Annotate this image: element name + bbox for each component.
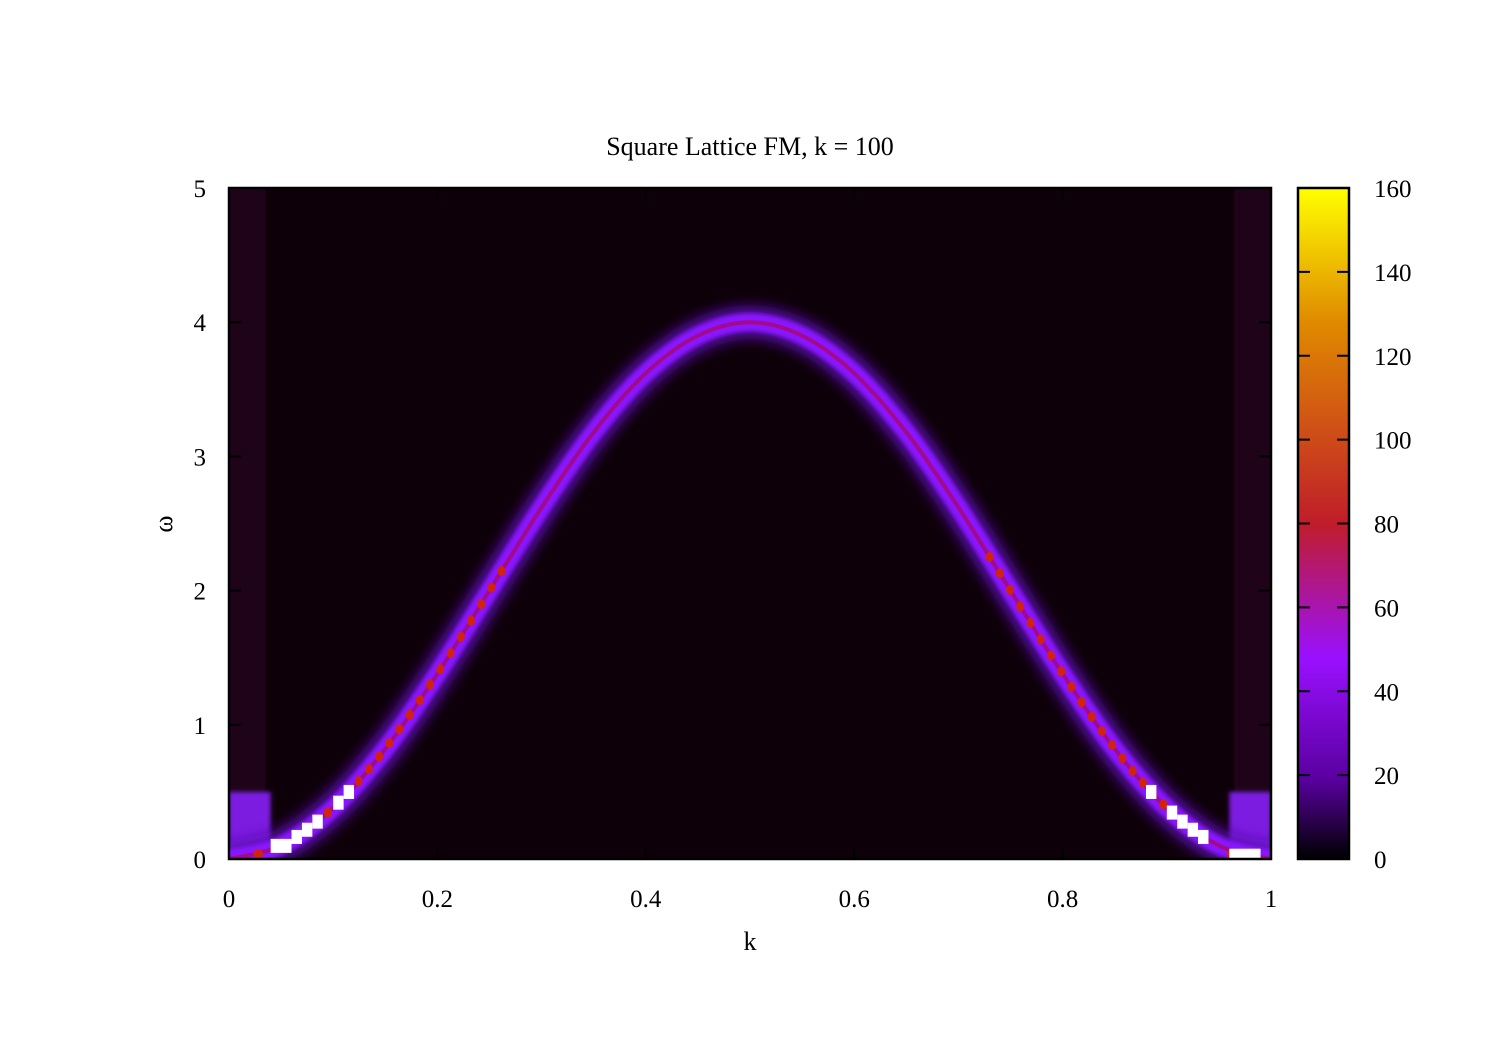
ridge-peak-dot	[354, 776, 363, 787]
colorbar-tick-label: 20	[1374, 763, 1399, 790]
ridge-peak-dot	[1077, 697, 1086, 708]
ridge-peak-dot	[1067, 681, 1076, 692]
colorbar-tick-label: 100	[1374, 428, 1412, 455]
ridge-peak-dot	[497, 566, 506, 577]
y-tick-label: 1	[194, 713, 207, 740]
ridge-peak-dot	[1128, 765, 1137, 776]
plot-area	[229, 188, 1271, 859]
ridge-peak-dot	[1026, 617, 1035, 628]
ridge-peak-dot	[985, 551, 994, 562]
saturated-pixel	[301, 822, 313, 837]
ridge-peak-dot	[456, 631, 465, 642]
saturated-pixel	[343, 784, 355, 799]
y-tick-label: 3	[194, 444, 207, 471]
x-tick-label: 0.2	[422, 886, 453, 913]
colorbar-tick-label: 40	[1374, 679, 1399, 706]
ridge-peak-dot	[253, 849, 264, 858]
colorbar-tick-label: 0	[1374, 847, 1387, 874]
ridge-peak-dot	[364, 764, 373, 775]
x-tick-label: 0.4	[630, 886, 662, 913]
saturated-pixel	[1229, 848, 1261, 859]
ridge-peak-dot	[1138, 777, 1147, 788]
x-axis: 0 0.2 0.4 0.6 0.8 1	[223, 188, 1278, 913]
saturated-pixel	[1145, 784, 1157, 799]
y-axis-label: ω	[149, 515, 178, 532]
ridge-peak-dot	[487, 582, 496, 593]
edge-band-right	[1234, 188, 1271, 859]
x-tick-label: 0.6	[839, 886, 870, 913]
ridge-peak-dot	[323, 807, 332, 818]
y-tick-label: 0	[194, 847, 207, 874]
ridge-peak-dot	[1036, 634, 1045, 645]
saturated-pixel	[291, 829, 302, 844]
ridge-peak-dot	[995, 568, 1004, 579]
ridge-peak-dot	[1057, 666, 1066, 677]
ridge-peak-dot	[1046, 650, 1055, 661]
ridge-peak-dot	[436, 664, 445, 675]
y-tick-label: 2	[194, 579, 207, 606]
edge-band-left	[229, 188, 266, 859]
plot-frame	[227, 186, 1273, 861]
ridge-peak-dot	[415, 694, 424, 705]
ridge-peak-dot	[1087, 711, 1096, 722]
colorbar-tick-label: 160	[1374, 176, 1412, 203]
y-tick-label: 4	[194, 310, 207, 337]
saturated-pixel	[1187, 822, 1199, 837]
x-tick-label: 1	[1265, 886, 1278, 913]
ridge-peak-dot	[477, 599, 486, 610]
chart-title: Square Lattice FM, k = 100	[606, 132, 894, 161]
ridge-peak-dot	[446, 648, 455, 659]
x-tick-label: 0.8	[1047, 886, 1078, 913]
saturated-pixel	[1177, 814, 1188, 829]
ridge-peak-dot	[1159, 799, 1168, 810]
saturated-pixel	[1166, 805, 1178, 820]
saturated-pixel	[312, 814, 323, 829]
x-axis-label: k	[744, 927, 757, 956]
colorbar-tick-label: 140	[1374, 260, 1412, 287]
y-tick-label: 5	[194, 176, 207, 203]
x-tick-label: 0	[223, 886, 236, 913]
colorbar-tick-label: 120	[1374, 344, 1412, 371]
ridge-peak-dot	[405, 709, 414, 720]
ridge-peak-dot	[1097, 726, 1106, 737]
saturated-pixel	[333, 795, 344, 810]
colorbar-axis: 0 20 40 60 80 100 120 140 160	[1298, 176, 1412, 874]
ridge-peak-dot	[1108, 740, 1117, 751]
ridge-peak-dot	[1016, 601, 1025, 612]
ridge-peak-dot	[385, 738, 394, 749]
saturated-pixels	[270, 784, 1261, 859]
saturated-pixel	[270, 838, 292, 853]
saturated-pixel	[1198, 829, 1209, 844]
colorbar-tick-label: 60	[1374, 595, 1399, 622]
ridge-peak-dot	[426, 679, 435, 690]
ridge-peak-dot	[466, 615, 475, 626]
y-axis: 0 1 2 3 4 5	[194, 176, 1271, 874]
colorbar-tick-label: 80	[1374, 512, 1399, 539]
ridge-peak-dot	[375, 751, 384, 762]
ridge-peak-dot	[1118, 753, 1127, 764]
ridge-peak-dot	[1006, 584, 1015, 595]
ridge-peak-dot	[395, 724, 404, 735]
